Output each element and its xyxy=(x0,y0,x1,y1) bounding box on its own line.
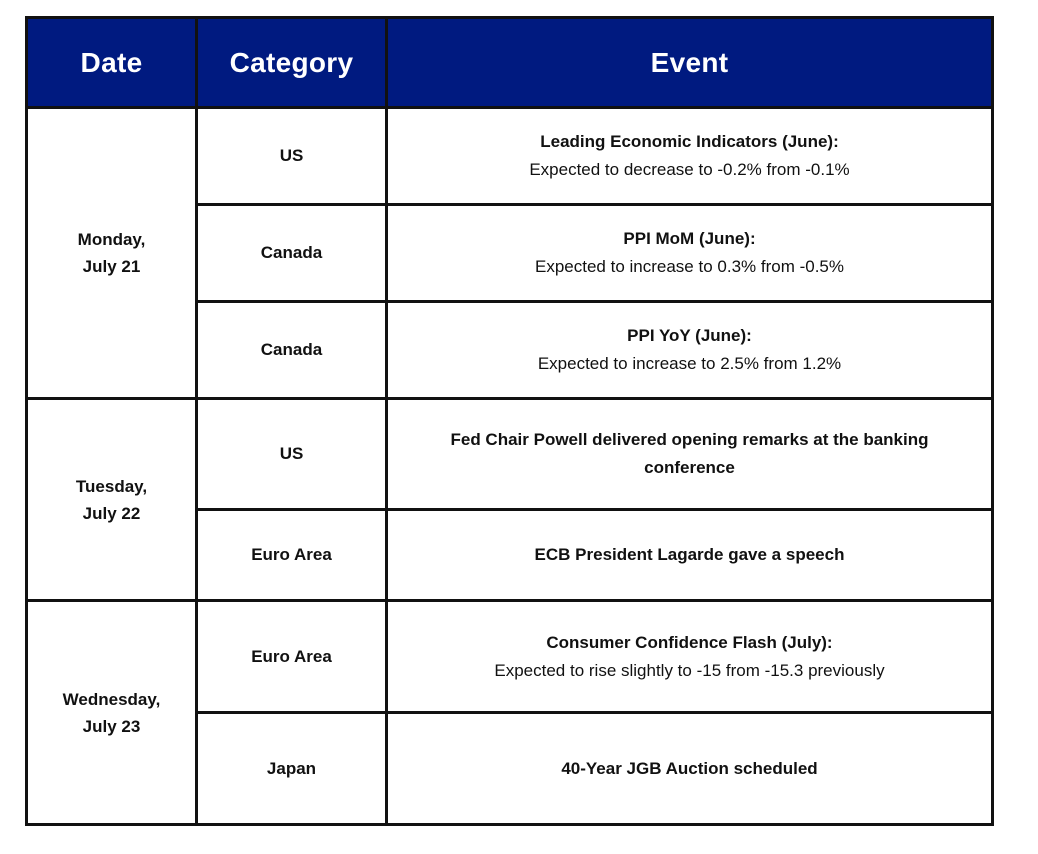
event-cell: PPI MoM (June): Expected to increase to … xyxy=(385,203,994,303)
category-cell: Japan xyxy=(195,711,388,826)
event-cell: Leading Economic Indicators (June): Expe… xyxy=(385,106,994,206)
date-weekday: Tuesday, xyxy=(75,476,148,496)
event-detail: Expected to rise slightly to -15 from -1… xyxy=(494,660,885,680)
category-cell: US xyxy=(195,106,388,206)
table-row: Monday, July 21 US Leading Economic Indi… xyxy=(25,106,994,400)
event-title: ECB President Lagarde gave a speech xyxy=(534,545,845,564)
category-cell: Canada xyxy=(195,203,388,303)
date-cell-tuesday: Tuesday, July 22 xyxy=(25,397,198,602)
table-row: Euro Area ECB President Lagarde gave a s… xyxy=(27,508,994,602)
event-title: Leading Economic Indicators (June): xyxy=(540,132,839,151)
event-detail: Expected to increase to 2.5% from 1.2% xyxy=(537,354,842,373)
event-cell: PPI YoY (June): Expected to increase to … xyxy=(385,300,994,400)
table-row: Canada PPI YoY (June): Expected to incre… xyxy=(27,300,994,400)
date-column-header: Date xyxy=(25,16,198,109)
date-day: July 22 xyxy=(82,503,141,523)
event-cell: ECB President Lagarde gave a speech xyxy=(385,508,994,602)
economic-calendar-table: Date Category Event Monday, July 21 US L… xyxy=(25,16,994,826)
date-cell-wednesday: Wednesday, July 23 xyxy=(25,599,198,826)
event-column-header: Event xyxy=(385,16,994,109)
date-cell-monday: Monday, July 21 xyxy=(25,106,198,400)
event-title: Fed Chair Powell delivered opening remar… xyxy=(450,430,929,477)
header-row: Date Category Event xyxy=(25,16,994,109)
event-title: 40-Year JGB Auction scheduled xyxy=(561,758,818,778)
category-cell: US xyxy=(195,397,388,511)
category-cell: Euro Area xyxy=(195,599,388,714)
category-column-header: Category xyxy=(195,16,388,109)
date-day: July 23 xyxy=(82,716,141,736)
event-title: PPI MoM (June): xyxy=(623,229,756,248)
category-cell: Euro Area xyxy=(195,508,388,602)
date-weekday: Monday, xyxy=(77,230,146,249)
table-row: Tuesday, July 22 US Fed Chair Powell del… xyxy=(25,397,994,602)
event-detail: Expected to increase to 0.3% from -0.5% xyxy=(535,257,844,276)
event-cell: Consumer Confidence Flash (July): Expect… xyxy=(385,599,994,714)
category-cell: Canada xyxy=(195,300,388,400)
table-row: Wednesday, July 23 Euro Area Consumer Co… xyxy=(25,599,994,826)
date-day: July 21 xyxy=(82,257,141,276)
event-detail: Expected to decrease to -0.2% from -0.1% xyxy=(529,160,850,179)
date-weekday: Wednesday, xyxy=(62,689,161,709)
event-cell: 40-Year JGB Auction scheduled xyxy=(385,711,994,826)
event-title: Consumer Confidence Flash (July): xyxy=(546,632,833,652)
table-row: Japan 40-Year JGB Auction scheduled xyxy=(27,711,994,826)
event-title: PPI YoY (June): xyxy=(627,326,752,345)
table-row: Canada PPI MoM (June): Expected to incre… xyxy=(27,203,994,303)
event-cell: Fed Chair Powell delivered opening remar… xyxy=(385,397,994,511)
